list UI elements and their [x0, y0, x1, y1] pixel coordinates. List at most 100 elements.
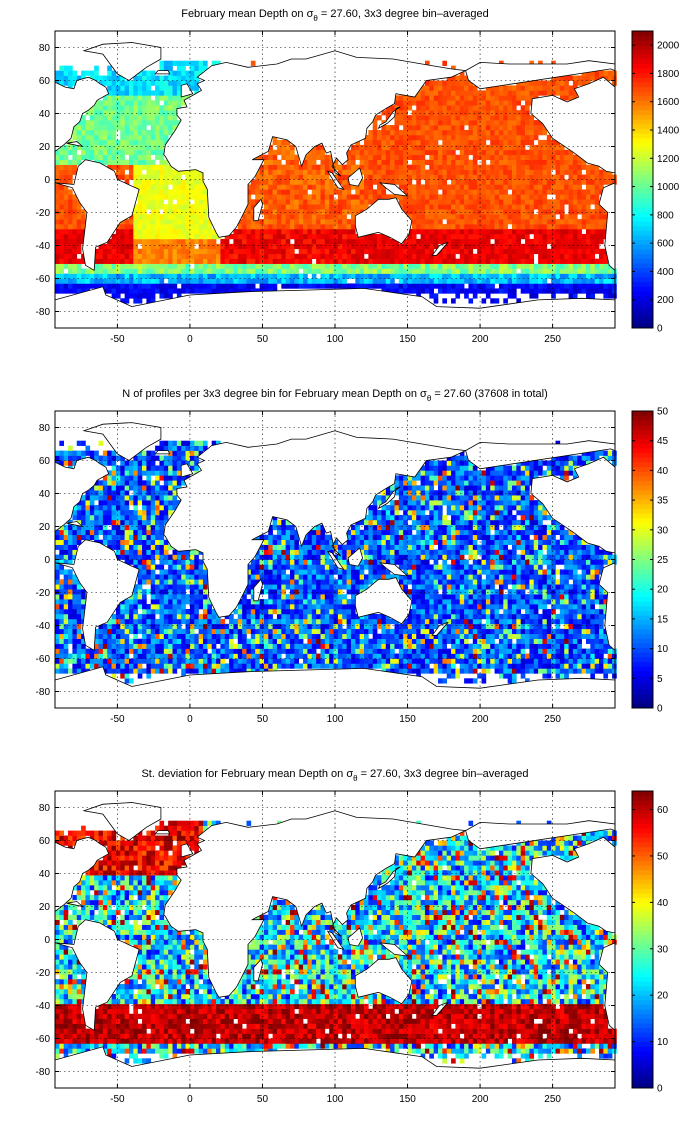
heatmap-cell: [298, 283, 304, 289]
heatmap-cell: [411, 154, 417, 160]
heatmap-cell: [176, 60, 182, 66]
heatmap-cell: [246, 224, 252, 230]
heatmap-cell: [72, 248, 78, 255]
heatmap-cell: [89, 115, 95, 121]
heatmap-cell: [185, 174, 191, 180]
heatmap-cell: [581, 248, 587, 255]
heatmap-cell: [294, 243, 300, 250]
heatmap-cell: [525, 105, 530, 111]
heatmap-cell: [124, 144, 130, 151]
heatmap-cell: [63, 263, 69, 269]
colorbar-step: [632, 44, 653, 50]
heatmap-cell: [185, 224, 191, 230]
heatmap-cell: [568, 663, 574, 669]
heatmap-cell: [485, 179, 491, 185]
heatmap-cell: [485, 643, 491, 649]
heatmap-cell: [224, 243, 230, 250]
heatmap-cell: [128, 263, 134, 269]
heatmap-cell: [81, 668, 86, 674]
heatmap-cell: [115, 110, 121, 116]
heatmap-cell: [464, 263, 469, 269]
heatmap-cell: [455, 209, 461, 215]
heatmap-cell: [324, 263, 330, 269]
heatmap-cell: [172, 70, 178, 76]
heatmap-cell: [485, 149, 491, 156]
heatmap-cell: [220, 668, 226, 674]
heatmap-cell: [81, 658, 86, 664]
heatmap-cell: [163, 288, 169, 294]
heatmap-cell: [142, 258, 147, 264]
heatmap-cell: [529, 209, 535, 215]
heatmap-cell: [63, 164, 69, 170]
heatmap-cell: [525, 663, 530, 669]
heatmap-cell: [202, 663, 208, 669]
heatmap-cell: [459, 278, 465, 284]
heatmap-cell: [198, 214, 204, 220]
heatmap-cell: [455, 144, 461, 151]
heatmap-cell: [511, 130, 517, 136]
title-text-post: = 27.60 (37608 in total): [431, 388, 548, 400]
heatmap-cell: [124, 105, 130, 111]
heatmap-cell: [594, 229, 600, 235]
heatmap-cell: [546, 179, 552, 185]
heatmap-cell: [81, 139, 86, 146]
heatmap-cell: [507, 115, 513, 121]
heatmap-cell: [411, 110, 417, 116]
heatmap-cell: [507, 194, 513, 200]
heatmap-cell: [407, 179, 413, 185]
heatmap-cell: [538, 238, 543, 245]
heatmap-cell: [155, 273, 160, 279]
heatmap-cell: [364, 663, 369, 669]
heatmap-cell: [572, 258, 578, 264]
heatmap-cell: [163, 125, 169, 131]
heatmap-cell: [355, 139, 360, 146]
heatmap-cell: [525, 219, 530, 225]
heatmap-cell: [394, 115, 400, 121]
heatmap-cell: [350, 248, 356, 255]
heatmap-cell: [494, 209, 500, 215]
heatmap-cell: [533, 90, 539, 96]
heatmap-cell: [546, 658, 552, 664]
heatmap-cell: [146, 120, 152, 126]
heatmap-cell: [511, 293, 517, 299]
heatmap-cell: [168, 658, 173, 664]
heatmap-cell: [572, 164, 578, 170]
heatmap-cell: [559, 658, 565, 664]
heatmap-cell: [542, 233, 548, 240]
heatmap-cell: [137, 75, 143, 81]
heatmap-cell: [507, 90, 513, 96]
heatmap-cell: [76, 233, 82, 240]
heatmap-cell: [303, 214, 308, 220]
heatmap-cell: [350, 209, 356, 215]
heatmap-cell: [102, 105, 108, 111]
heatmap-cell: [220, 278, 226, 284]
heatmap-cell: [416, 120, 421, 126]
heatmap-cell: [303, 199, 308, 205]
heatmap-cell: [120, 90, 125, 96]
heatmap-cell: [424, 174, 430, 180]
heatmap-cell: [324, 648, 330, 654]
heatmap-cell: [477, 209, 482, 215]
heatmap-cell: [346, 149, 352, 156]
heatmap-cell: [516, 110, 521, 116]
heatmap-cell: [133, 85, 138, 91]
heatmap-cell: [337, 204, 343, 210]
heatmap-cell: [599, 238, 604, 245]
heatmap-cell: [572, 243, 578, 250]
heatmap-cell: [342, 248, 347, 255]
heatmap-cell: [364, 273, 369, 279]
heatmap-cell: [128, 90, 134, 96]
heatmap-cell: [398, 288, 404, 294]
heatmap-cell: [198, 668, 204, 674]
heatmap-cell: [464, 204, 469, 210]
heatmap-cell: [194, 189, 199, 195]
heatmap-cell: [98, 149, 104, 156]
heatmap-cell: [115, 90, 121, 96]
heatmap-cell: [303, 663, 308, 669]
heatmap-cell: [494, 204, 500, 210]
heatmap-cell: [546, 164, 552, 170]
heatmap-cell: [455, 125, 461, 131]
heatmap-cell: [285, 253, 291, 259]
heatmap-cell: [572, 199, 578, 205]
heatmap-cell: [81, 253, 86, 259]
